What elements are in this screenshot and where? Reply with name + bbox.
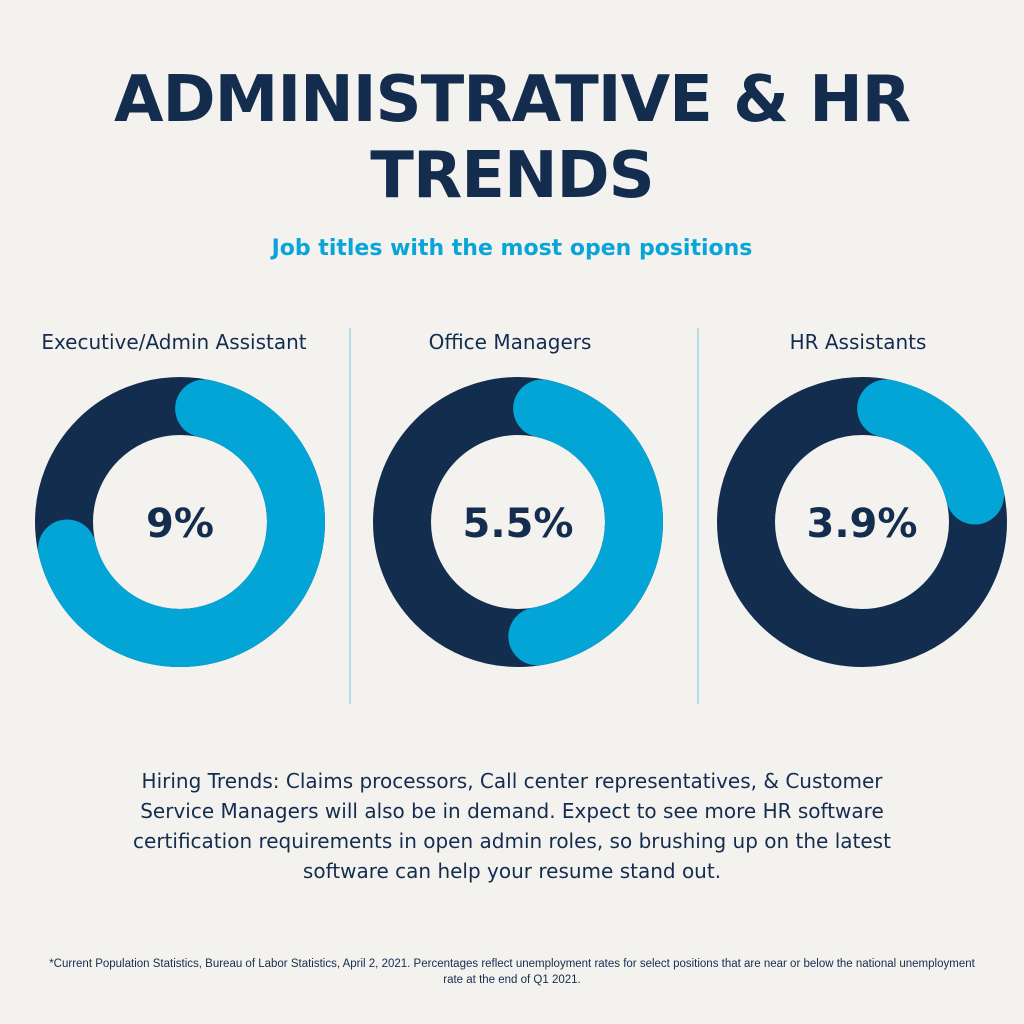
- subtitle: Job titles with the most open positions: [271, 236, 753, 261]
- hiring-trends-text: Hiring Trends: Claims processors, Call c…: [133, 769, 891, 883]
- donut-value: 9%: [146, 501, 214, 547]
- donut-label-hr-assistants: HR Assistants: [789, 330, 927, 354]
- donut-hr-assistants: 3.9%: [717, 377, 1007, 667]
- donut-office-managers: 5.5%: [373, 377, 663, 667]
- donut-value: 3.9%: [807, 501, 918, 547]
- donut-label-office-managers: Office Managers: [428, 330, 592, 354]
- donut-arc: [857, 379, 1004, 525]
- divider: [697, 328, 699, 704]
- divider: [349, 328, 351, 704]
- donut-arc: [508, 379, 663, 666]
- footnote: *Current Population Statistics, Bureau o…: [49, 958, 975, 986]
- donut-label-executive-admin: Executive/Admin Assistant: [41, 330, 307, 354]
- donut-value: 5.5%: [463, 501, 574, 547]
- donut-arc: [38, 379, 325, 667]
- page-title: ADMINISTRATIVE & HR TRENDS: [113, 63, 911, 213]
- donut-executive-admin: 9%: [35, 377, 325, 667]
